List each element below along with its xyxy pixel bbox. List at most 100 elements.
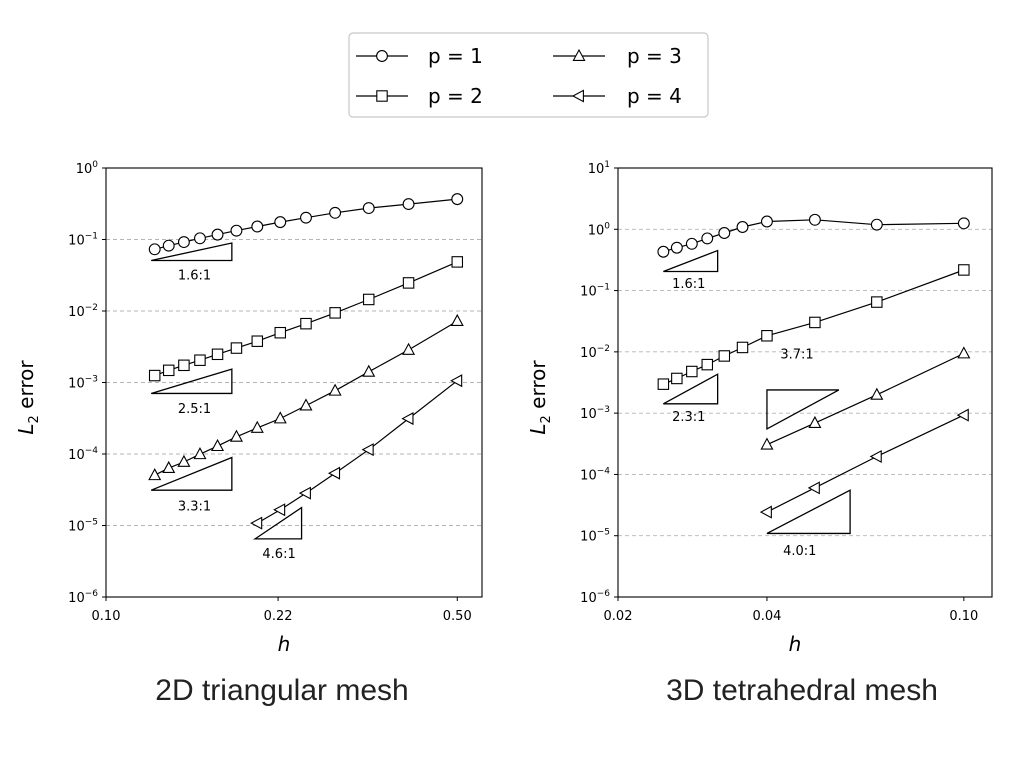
data-point bbox=[809, 316, 821, 329]
slope-triangle: 4.6:1 bbox=[252, 506, 303, 562]
data-point bbox=[273, 411, 287, 424]
data-point bbox=[957, 217, 970, 230]
data-point bbox=[701, 232, 714, 245]
data-point bbox=[361, 443, 374, 457]
data-point bbox=[229, 429, 243, 442]
data-point bbox=[761, 330, 773, 342]
series-triangle-left bbox=[250, 374, 463, 530]
legend-label: p = 4 bbox=[627, 84, 682, 108]
legend-marker-square bbox=[376, 90, 388, 102]
data-point bbox=[298, 486, 311, 500]
data-point bbox=[250, 420, 264, 433]
y-tick-label: 101 bbox=[588, 160, 610, 177]
y-tick-label: 10−2 bbox=[68, 303, 98, 320]
data-point bbox=[162, 239, 175, 252]
x-tick-label: 0.10 bbox=[92, 609, 121, 624]
data-point bbox=[300, 317, 312, 330]
slope-triangle: 1.6:1 bbox=[663, 249, 719, 292]
data-point bbox=[177, 454, 191, 467]
slope-shape bbox=[150, 368, 233, 395]
series-line bbox=[663, 269, 965, 385]
series-triangle-up bbox=[148, 313, 464, 481]
data-point bbox=[718, 350, 731, 362]
legend-frame bbox=[348, 32, 709, 118]
y-tick-label: 10−3 bbox=[580, 405, 610, 422]
legend-marker-triangle-left bbox=[571, 89, 584, 103]
data-point bbox=[328, 383, 342, 396]
data-point bbox=[273, 503, 286, 517]
data-point bbox=[274, 216, 287, 229]
x-tick-label: 0.22 bbox=[264, 609, 293, 624]
data-point bbox=[362, 202, 375, 215]
data-point bbox=[402, 342, 416, 355]
data-point bbox=[958, 264, 970, 276]
slope-label: 2.3:1 bbox=[672, 410, 705, 425]
series-line bbox=[766, 352, 965, 446]
y-tick-label: 10−3 bbox=[68, 375, 98, 392]
series-square bbox=[657, 264, 970, 390]
data-point bbox=[300, 211, 312, 224]
data-point bbox=[211, 348, 224, 361]
legend-entry: p = 4 bbox=[553, 84, 682, 108]
data-point bbox=[162, 364, 175, 377]
slope-shape bbox=[252, 506, 303, 540]
data-point bbox=[274, 326, 287, 339]
data-point bbox=[686, 365, 698, 378]
data-point bbox=[736, 221, 749, 233]
slope-triangle: 3.3:1 bbox=[150, 456, 233, 514]
data-point bbox=[162, 460, 176, 474]
legend-marker-circle bbox=[376, 50, 388, 62]
slope-shape bbox=[766, 389, 840, 431]
data-point bbox=[230, 342, 243, 354]
data-point bbox=[251, 335, 264, 347]
data-point bbox=[148, 468, 162, 481]
caption-3d: 3D tetrahedral mesh bbox=[666, 674, 938, 707]
chart-3d-tetrahedral: 10−6 10−5 10−4 10−3 10−2 10−1 100 101 0.02 0.04 0.… bbox=[526, 160, 993, 656]
data-point bbox=[450, 374, 463, 388]
data-point bbox=[718, 227, 731, 239]
x-tick-label: 0.02 bbox=[604, 609, 633, 624]
data-point bbox=[194, 354, 206, 366]
y-tick-label: 10−1 bbox=[68, 232, 98, 249]
slope-label: 3.7:1 bbox=[780, 347, 813, 362]
slope-shape bbox=[150, 456, 233, 491]
series-square bbox=[148, 256, 464, 382]
data-point bbox=[759, 505, 772, 519]
data-point bbox=[451, 256, 464, 268]
plot-frame bbox=[617, 167, 993, 598]
x-tick-label: 0.50 bbox=[443, 609, 472, 624]
slope-triangle: 3.7:1 bbox=[766, 347, 840, 431]
legend-marker-triangle-up bbox=[572, 48, 586, 61]
data-point bbox=[211, 438, 225, 452]
data-point bbox=[362, 364, 376, 377]
legend-label: p = 2 bbox=[428, 84, 483, 108]
data-point bbox=[657, 378, 670, 390]
y-axis-label: L2 error bbox=[14, 360, 42, 435]
y-tick-label: 100 bbox=[588, 221, 611, 238]
data-point bbox=[670, 241, 683, 254]
series-line bbox=[663, 219, 964, 253]
series-triangle-up bbox=[760, 346, 971, 450]
slope-triangle: 2.3:1 bbox=[663, 373, 719, 425]
data-point bbox=[869, 449, 882, 464]
series-triangle-left bbox=[759, 408, 969, 519]
data-point bbox=[760, 437, 774, 450]
data-point bbox=[870, 387, 884, 400]
data-point bbox=[211, 228, 224, 241]
slope-shape bbox=[663, 249, 719, 273]
data-point bbox=[401, 412, 414, 426]
data-point bbox=[957, 346, 971, 359]
slope-triangle: 2.5:1 bbox=[150, 368, 233, 417]
x-axis-label: h bbox=[278, 632, 291, 656]
slope-label: 2.5:1 bbox=[178, 402, 211, 417]
slope-shape bbox=[151, 242, 233, 262]
slope-label: 4.6:1 bbox=[262, 547, 295, 562]
series-circle bbox=[148, 193, 464, 256]
legend: p = 1 p = 2 p = 3 p = 4 bbox=[348, 32, 709, 118]
series-circle bbox=[657, 213, 970, 258]
data-point bbox=[329, 206, 342, 219]
data-point bbox=[402, 198, 415, 211]
data-point bbox=[808, 415, 822, 429]
data-point bbox=[402, 277, 415, 289]
data-point bbox=[808, 213, 821, 226]
